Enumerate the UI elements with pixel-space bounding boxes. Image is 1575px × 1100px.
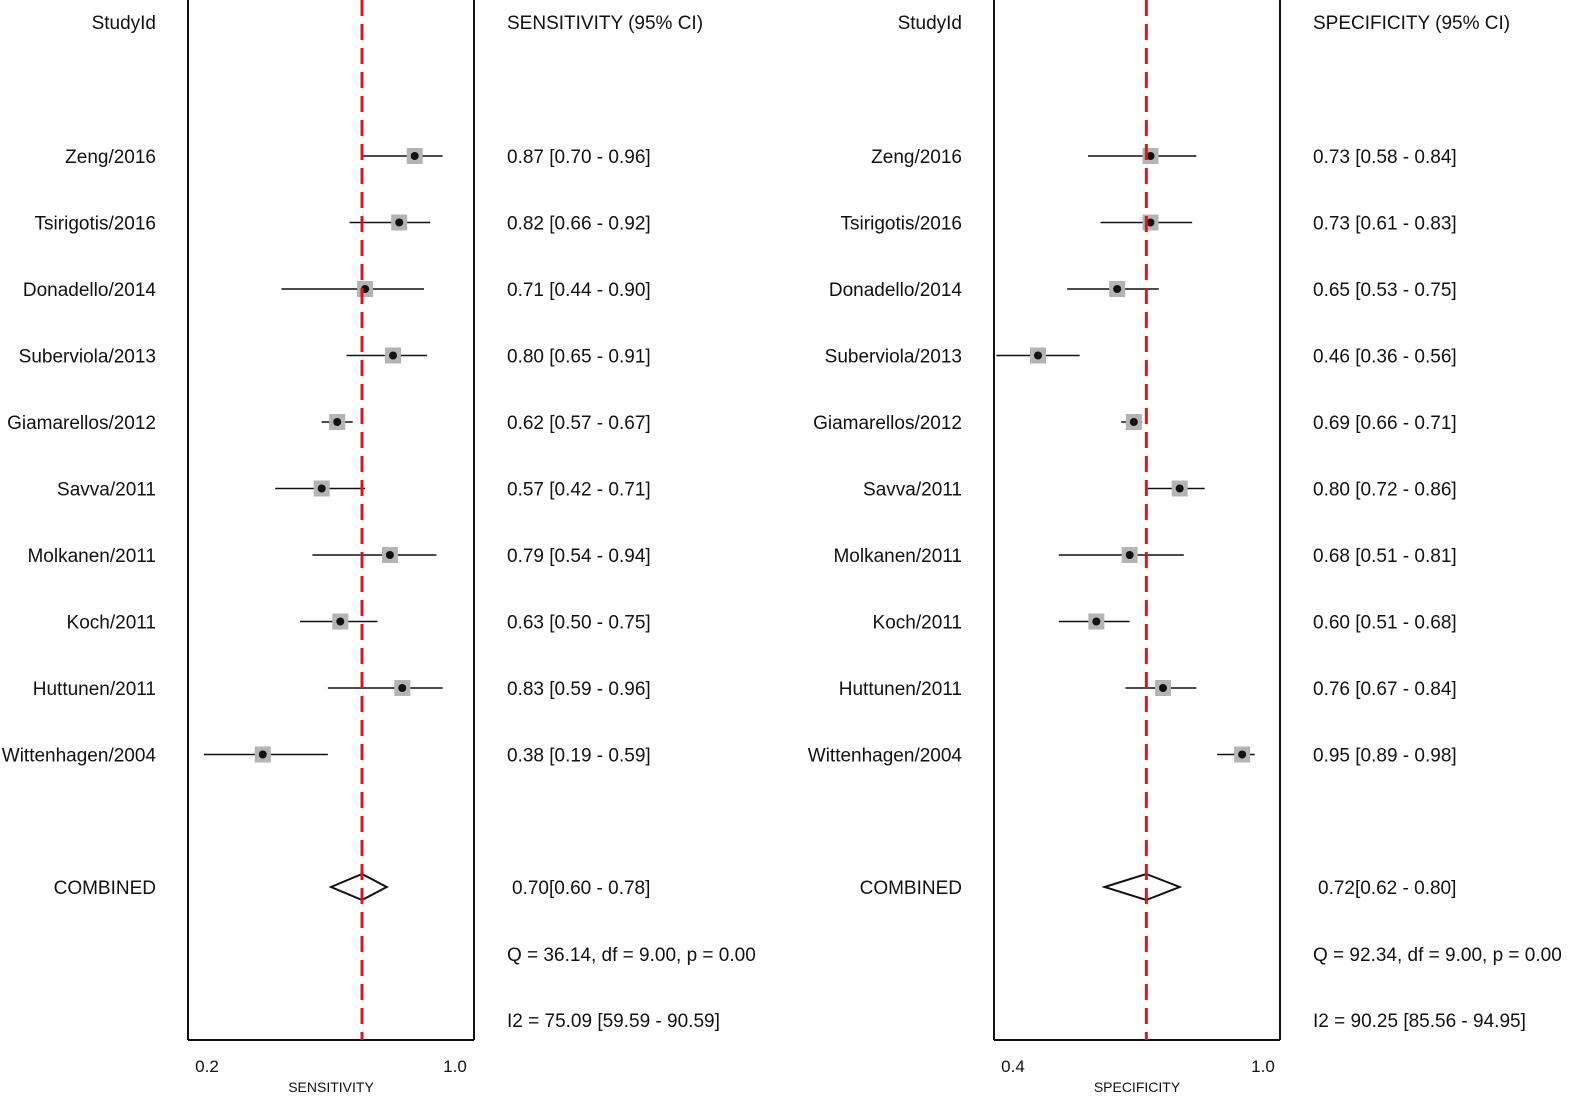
- x-axis-label: SENSITIVITY: [288, 1079, 374, 1095]
- study-label: Donadello/2014: [829, 280, 963, 301]
- panel-specificity: StudyId SPECIFICITY (95% CI) 0.4 1.0 SPECIFI…: [808, 0, 1562, 1095]
- combined-diamond: [328, 872, 389, 902]
- point-estimate: [395, 218, 404, 227]
- estimate-label: 0.82 [0.66 - 0.92]: [507, 214, 651, 235]
- x-tick-min: 0.2: [195, 1057, 219, 1076]
- combined-diamond: [1101, 872, 1183, 902]
- point-estimate: [385, 551, 394, 559]
- combined-label: COMBINED: [54, 878, 156, 899]
- study-label: Suberviola/2013: [825, 347, 962, 368]
- study-label: Giamarellos/2012: [813, 413, 962, 434]
- point-estimate: [1238, 750, 1247, 759]
- study-label: Wittenhagen/2004: [2, 746, 157, 767]
- header-estimate: SENSITIVITY (95% CI): [507, 13, 703, 34]
- estimate-label: 0.68 [0.51 - 0.81]: [1313, 546, 1457, 567]
- point-estimate: [1146, 218, 1155, 227]
- combined-estimate-label: 0.72[0.62 - 0.80]: [1318, 878, 1456, 899]
- point-estimate: [1125, 551, 1134, 559]
- x-tick-min: 0.4: [1001, 1057, 1025, 1076]
- estimate-label: 0.69 [0.66 - 0.71]: [1313, 413, 1457, 434]
- study-label: Tsirigotis/2016: [841, 214, 962, 235]
- estimate-label: 0.73 [0.61 - 0.83]: [1313, 214, 1457, 235]
- point-estimate: [1129, 418, 1138, 426]
- estimate-label: 0.60 [0.51 - 0.68]: [1313, 613, 1457, 634]
- x-axis-label: SPECIFICITY: [1094, 1079, 1181, 1095]
- study-label: Koch/2011: [873, 613, 962, 634]
- study-label: Huttunen/2011: [33, 679, 156, 700]
- heterogeneity-i2: I2 = 75.09 [59.59 - 90.59]: [507, 1011, 720, 1032]
- estimate-label: 0.79 [0.54 - 0.94]: [507, 546, 651, 567]
- study-label: Suberviola/2013: [19, 347, 156, 368]
- point-estimate: [317, 484, 326, 493]
- estimate-label: 0.57 [0.42 - 0.71]: [507, 480, 651, 501]
- x-tick-max: 1.0: [1251, 1057, 1275, 1076]
- point-estimate: [389, 351, 397, 360]
- header-study-id: StudyId: [92, 13, 156, 34]
- panel-sensitivity: StudyId SENSITIVITY (95% CI) 0.2 1.0 SENSITI…: [2, 0, 756, 1095]
- estimate-label: 0.80 [0.72 - 0.86]: [1313, 480, 1457, 501]
- study-label: Huttunen/2011: [839, 679, 962, 700]
- point-estimate: [1159, 684, 1167, 692]
- estimate-label: 0.73 [0.58 - 0.84]: [1313, 147, 1457, 168]
- study-label: Zeng/2016: [871, 147, 962, 168]
- study-label: Molkanen/2011: [833, 546, 962, 567]
- estimate-label: 0.65 [0.53 - 0.75]: [1313, 280, 1457, 301]
- study-label: Donadello/2014: [23, 280, 157, 301]
- study-label: Molkanen/2011: [27, 546, 156, 567]
- point-estimate: [398, 684, 407, 692]
- estimate-label: 0.38 [0.19 - 0.59]: [507, 746, 651, 767]
- estimate-label: 0.76 [0.67 - 0.84]: [1313, 679, 1457, 700]
- estimate-label: 0.62 [0.57 - 0.67]: [507, 413, 651, 434]
- estimate-label: 0.71 [0.44 - 0.90]: [507, 280, 651, 301]
- study-label: Wittenhagen/2004: [808, 746, 963, 767]
- x-tick-max: 1.0: [443, 1057, 467, 1076]
- study-label: Giamarellos/2012: [7, 413, 156, 434]
- heterogeneity-q: Q = 92.34, df = 9.00, p = 0.00: [1313, 945, 1562, 966]
- study-label: Zeng/2016: [65, 147, 156, 168]
- estimate-label: 0.87 [0.70 - 0.96]: [507, 147, 651, 168]
- study-label: Savva/2011: [57, 480, 156, 501]
- point-estimate: [333, 418, 342, 426]
- point-estimate: [410, 152, 419, 160]
- point-estimate: [1175, 484, 1184, 493]
- point-estimate: [1113, 285, 1122, 293]
- point-estimate: [1146, 152, 1155, 160]
- combined-label: COMBINED: [860, 878, 962, 899]
- header-estimate: SPECIFICITY (95% CI): [1313, 13, 1510, 34]
- estimate-label: 0.83 [0.59 - 0.96]: [507, 679, 651, 700]
- estimate-label: 0.95 [0.89 - 0.98]: [1313, 746, 1457, 767]
- study-label: Savva/2011: [863, 480, 962, 501]
- heterogeneity-q: Q = 36.14, df = 9.00, p = 0.00: [507, 945, 756, 966]
- point-estimate: [1034, 351, 1042, 360]
- estimate-label: 0.80 [0.65 - 0.91]: [507, 347, 651, 368]
- heterogeneity-i2: I2 = 90.25 [85.56 - 94.95]: [1313, 1011, 1526, 1032]
- study-label: Koch/2011: [67, 613, 156, 634]
- point-estimate: [258, 750, 267, 759]
- combined-estimate-label: 0.70[0.60 - 0.78]: [512, 878, 650, 899]
- point-estimate: [336, 617, 345, 626]
- study-label: Tsirigotis/2016: [35, 214, 156, 235]
- point-estimate: [1092, 617, 1101, 626]
- header-study-id: StudyId: [898, 13, 962, 34]
- estimate-label: 0.46 [0.36 - 0.56]: [1313, 347, 1457, 368]
- estimate-label: 0.63 [0.50 - 0.75]: [507, 613, 651, 634]
